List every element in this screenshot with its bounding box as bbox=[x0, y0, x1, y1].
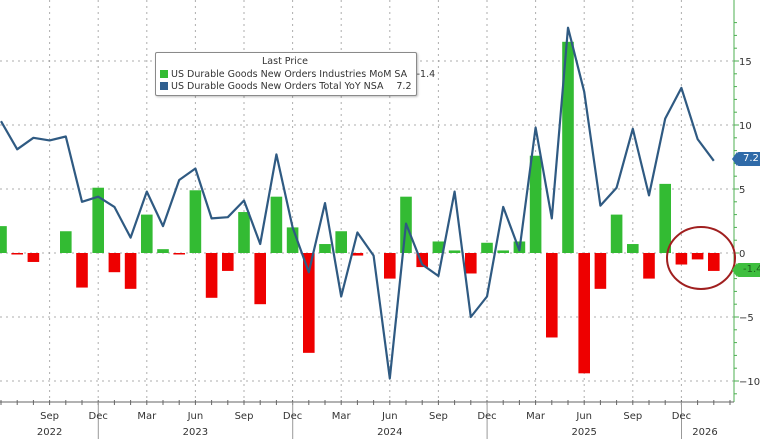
svg-text:Sep: Sep bbox=[623, 411, 642, 422]
svg-text:15: 15 bbox=[739, 57, 752, 68]
legend-item-mom: US Durable Goods New Orders Industries M… bbox=[160, 68, 435, 80]
last-value-badge-bar: -1.4 bbox=[732, 263, 760, 277]
x-axis: Sep 2022 Dec Mar Jun 2023 Sep Dec Mar Jun 2024 Sep D… bbox=[0, 400, 734, 439]
svg-text:−10: −10 bbox=[739, 377, 760, 388]
legend-swatch-blue bbox=[160, 82, 168, 90]
svg-text:Jun: Jun bbox=[575, 411, 592, 422]
legend-swatch-green bbox=[160, 70, 168, 78]
bar-series bbox=[0, 41, 720, 374]
svg-text:−5: −5 bbox=[739, 313, 754, 324]
svg-text:Sep: Sep bbox=[235, 411, 254, 422]
legend-title: Last Price bbox=[262, 56, 308, 67]
svg-text:Dec: Dec bbox=[672, 411, 691, 422]
svg-text:Sep: Sep bbox=[40, 411, 59, 422]
legend-value: -1.4 bbox=[416, 68, 436, 80]
svg-text:2023: 2023 bbox=[183, 427, 208, 438]
svg-text:Mar: Mar bbox=[137, 411, 157, 422]
svg-text:Jun: Jun bbox=[381, 411, 398, 422]
svg-text:Mar: Mar bbox=[526, 411, 546, 422]
legend-label: US Durable Goods New Orders Industries M… bbox=[171, 68, 408, 80]
legend: Last Price US Durable Goods New Orders I… bbox=[155, 52, 435, 96]
svg-text:2022: 2022 bbox=[37, 427, 62, 438]
svg-text:Dec: Dec bbox=[89, 411, 108, 422]
legend-label: US Durable Goods New Orders Total YoY NS… bbox=[171, 80, 384, 92]
svg-text:10: 10 bbox=[739, 121, 752, 132]
y-axis: −10 −5 0 5 10 15 bbox=[733, 0, 760, 402]
svg-text:2024: 2024 bbox=[377, 427, 402, 438]
svg-text:0: 0 bbox=[739, 249, 745, 260]
svg-text:Mar: Mar bbox=[332, 411, 352, 422]
svg-text:2025: 2025 bbox=[571, 427, 596, 438]
svg-text:2026: 2026 bbox=[692, 427, 717, 438]
svg-text:Dec: Dec bbox=[283, 411, 302, 422]
svg-text:Dec: Dec bbox=[477, 411, 496, 422]
svg-text:5: 5 bbox=[739, 185, 745, 196]
highlight-annotation bbox=[666, 226, 736, 290]
last-value-badge-line: 7.2 bbox=[732, 152, 760, 166]
svg-text:Sep: Sep bbox=[429, 411, 448, 422]
legend-item-yoy: US Durable Goods New Orders Total YoY NS… bbox=[160, 80, 412, 92]
line-series bbox=[0, 26, 715, 380]
legend-value: 7.2 bbox=[396, 80, 412, 92]
svg-text:Jun: Jun bbox=[187, 411, 204, 422]
